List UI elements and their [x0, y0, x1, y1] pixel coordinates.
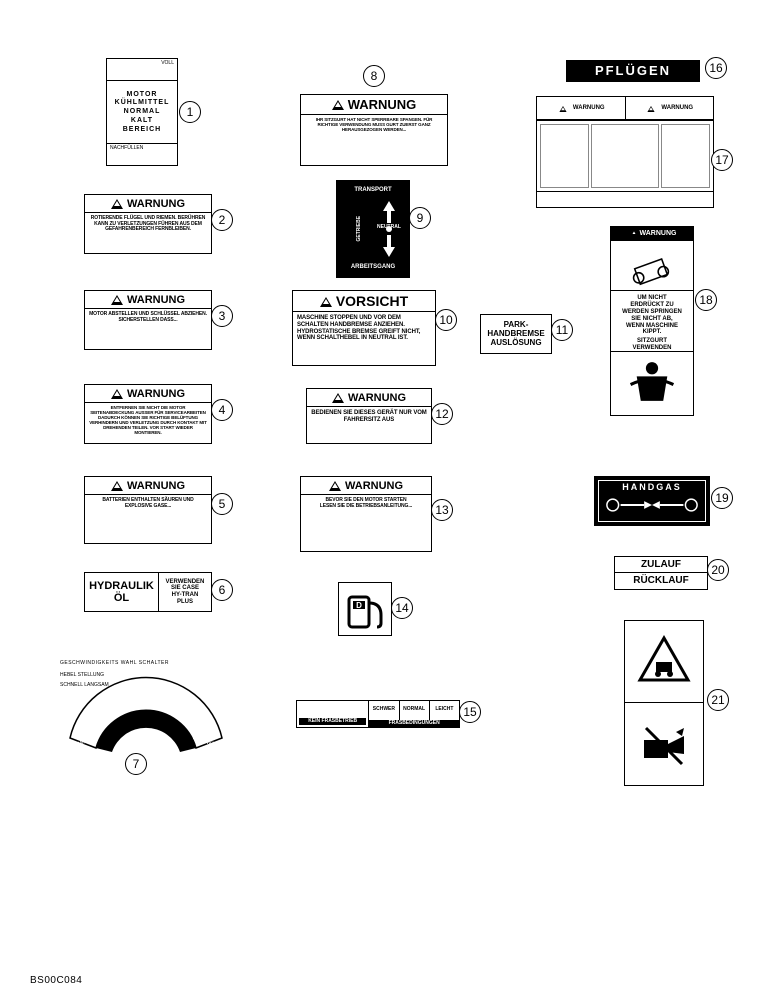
t: WARNUNG	[661, 105, 693, 112]
decal-warn-13: WARNUNG BEVOR SIE DEN MOTOR STARTENLESEN…	[300, 476, 432, 552]
t: SCHWER	[369, 701, 399, 720]
callout-21: 21	[707, 689, 729, 711]
t: ÖL	[85, 592, 158, 604]
t: KÜHLMITTEL	[107, 99, 177, 107]
svg-text:D: D	[356, 601, 362, 610]
t: BEREICH	[107, 126, 177, 134]
t: ZULAUF	[615, 557, 707, 573]
t: SIE NICHT AB,	[613, 316, 691, 323]
t: NORMAL	[400, 701, 430, 720]
h: WARNUNG	[127, 388, 185, 400]
h: WARNUNG	[348, 98, 417, 112]
t: TRANSPORT	[339, 187, 407, 194]
t: BEVOR SIE DEN MOTOR STARTEN	[325, 497, 406, 503]
b: ROTIERENDE FLÜGEL UND RIEMEN. BERÜHREN K…	[85, 213, 211, 236]
decal-zulauf: ZULAUF RÜCKLAUF	[614, 556, 708, 590]
t: KIPPT.	[613, 329, 691, 336]
callout-16: 16	[705, 57, 727, 79]
t: HANDGAS	[599, 481, 705, 493]
decal-handgas: HANDGAS	[594, 476, 710, 526]
t: PLUS	[159, 599, 211, 606]
callout-5: 5	[211, 493, 233, 515]
t: HY-TRAN	[159, 592, 211, 599]
decal-warn-4: WARNUNG ENTFERNEN SIE NICHT DIE MOTOR SE…	[84, 384, 212, 444]
t: LEICHT	[430, 701, 459, 720]
t: RÜCKLAUF	[615, 573, 707, 589]
t: AUSLÖSUNG	[484, 339, 548, 348]
t: GESCHWINDIGKEITS WAHL SCHALTER	[60, 660, 232, 666]
t: WARNUNG	[640, 230, 677, 237]
t: KEIN FRÄSBETRIEB	[299, 718, 366, 726]
callout-14: 14	[391, 597, 413, 619]
decal-warn-5: WARNUNG BATTERIEN ENTHALTEN SÄUREN UND E…	[84, 476, 212, 544]
decal-warn-3: WARNUNG MOTOR ABSTELLEN UND SCHLÜSSEL AB…	[84, 290, 212, 350]
decal-transport: TRANSPORT GETRIEBE NEUTRAL ARBEITSGANG	[336, 180, 410, 278]
callout-1: 1	[179, 101, 201, 123]
h: WARNUNG	[345, 480, 403, 492]
decal-warn-12: WARNUNG BEDIENEN SIE DIESES GERÄT NUR VO…	[306, 388, 432, 444]
t: WENN MASCHINE	[613, 323, 691, 330]
callout-17: 17	[711, 149, 733, 171]
callout-2: 2	[211, 209, 233, 231]
h: WARNUNG	[127, 294, 185, 306]
coolant-bot: NACHFÜLLEN	[107, 143, 177, 165]
b: MOTOR ABSTELLEN UND SCHLÜSSEL ABZIEHEN. …	[85, 309, 211, 326]
callout-19: 19	[711, 487, 733, 509]
decal-pflugen: PFLÜGEN	[566, 60, 700, 82]
decal-coolant: VOLL MOTOR KÜHLMITTEL NORMAL KALT BEREIC…	[106, 58, 178, 166]
h: WARNUNG	[127, 198, 185, 210]
sheet-id: BS00C084	[30, 975, 82, 986]
callout-8: 8	[363, 65, 385, 87]
coolant-top: VOLL	[107, 59, 177, 81]
decal-fras: KEIN FRÄSBETRIEB SCHWER NORMAL LEICHT FR…	[296, 700, 460, 728]
callout-9: 9	[409, 207, 431, 229]
t: FRÄSBEDINGUNGEN	[369, 720, 459, 728]
t: HYDRAULIK	[85, 580, 158, 592]
callout-12: 12	[431, 403, 453, 425]
t: KALT	[107, 117, 177, 125]
t: MOTOR	[107, 91, 177, 99]
callout-7: 7	[125, 753, 147, 775]
callout-11: 11	[551, 319, 573, 341]
callout-18: 18	[695, 289, 717, 311]
decal-park: PARK- HANDBREMSE AUSLÖSUNG	[480, 314, 552, 354]
callout-15: 15	[459, 701, 481, 723]
t: WERDEN SPRINGEN	[613, 309, 691, 316]
decal-controls: WARNUNG WARNUNG	[536, 96, 714, 208]
decal-picto-21	[624, 620, 704, 786]
t: SITZGURT	[613, 338, 691, 345]
callout-3: 3	[211, 305, 233, 327]
b: BATTERIEN ENTHALTEN SÄUREN UND EXPLOSIVE…	[85, 495, 211, 512]
decal-fuel: D	[338, 582, 392, 636]
callout-20: 20	[707, 559, 729, 581]
callout-4: 4	[211, 399, 233, 421]
t: ARBEITSGANG	[339, 264, 407, 271]
t: UM NICHT	[613, 295, 691, 302]
callout-6: 6	[211, 579, 233, 601]
b: BEDIENEN SIE DIESES GERÄT NUR VOM FAHRER…	[307, 407, 431, 426]
b: MASCHINE STOPPEN UND VOR DEM SCHALTEN HA…	[293, 312, 435, 344]
t: HEBEL STELLUNG	[60, 672, 232, 678]
decal-warn-2: WARNUNG ROTIERENDE FLÜGEL UND RIEMEN. BE…	[84, 194, 212, 254]
t: ERDRÜCKT ZU	[613, 302, 691, 309]
callout-10: 10	[435, 309, 457, 331]
t: NORMAL	[107, 108, 177, 116]
b: ENTFERNEN SIE NICHT DIE MOTOR SEITENABDE…	[85, 403, 211, 439]
decal-vorsicht: VORSICHT MASCHINE STOPPEN UND VOR DEM SC…	[292, 290, 436, 366]
t: SCHNELL LANGSAM	[60, 682, 232, 688]
t: GETRIEBE	[357, 216, 363, 242]
h: WARNUNG	[348, 392, 406, 404]
t: SIE CASE	[159, 585, 211, 592]
t: VERWENDEN	[159, 579, 211, 586]
t: PFLÜGEN	[595, 63, 671, 78]
decal-speed-dial: GESCHWINDIGKEITS WAHL SCHALTER HEBEL STE…	[60, 650, 232, 760]
decal-warn-8: WARNUNG IHR SITZGURT HAT NICHT SPERRBARE…	[300, 94, 448, 166]
t: WARNUNG	[573, 105, 605, 112]
t: NEUTRAL	[377, 225, 401, 231]
decal-hydraulik: HYDRAULIK ÖL VERWENDEN SIE CASE HY-TRAN …	[84, 572, 212, 612]
callout-13: 13	[431, 499, 453, 521]
h: WARNUNG	[127, 480, 185, 492]
h: VORSICHT	[336, 294, 408, 309]
decal-rollover: WARNUNG UM NICHT ERDRÜCKT ZU WERDEN SPRI…	[610, 226, 694, 416]
